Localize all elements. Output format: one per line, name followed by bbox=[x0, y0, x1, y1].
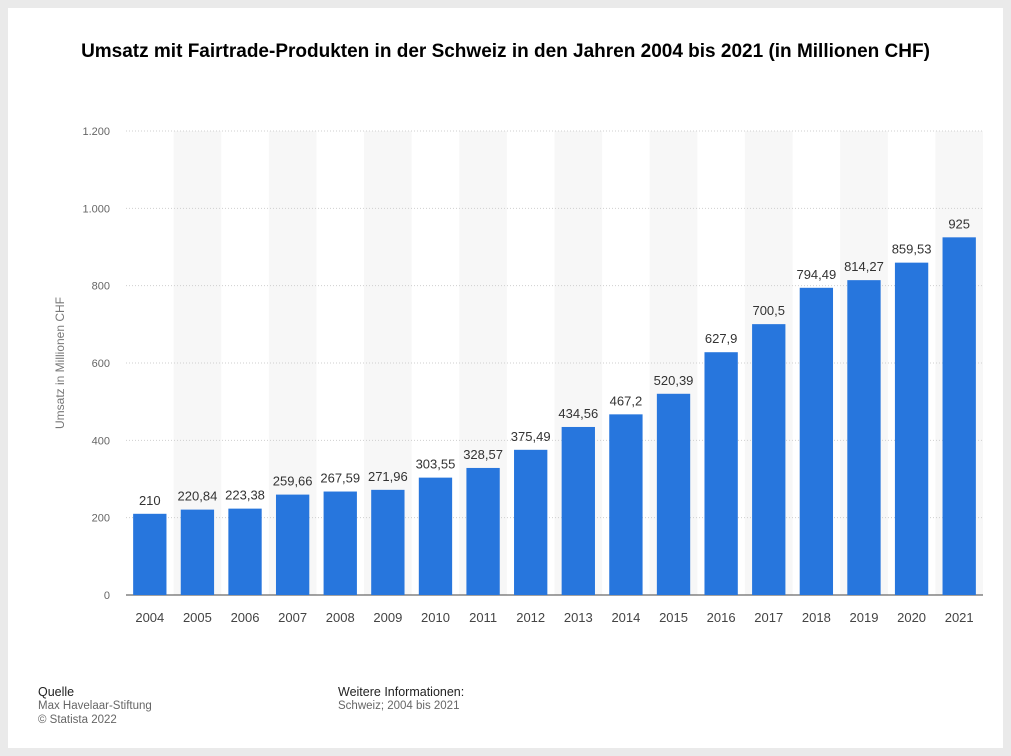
bar-2014 bbox=[609, 414, 643, 595]
data-label-2004: 210 bbox=[139, 493, 161, 508]
bar-2006 bbox=[228, 508, 262, 595]
x-tick-label-2008: 2008 bbox=[326, 610, 355, 625]
x-tick-label-2013: 2013 bbox=[564, 610, 593, 625]
bar-2018 bbox=[799, 287, 834, 595]
data-label-2019: 814,27 bbox=[844, 259, 884, 274]
x-tick-label-2021: 2021 bbox=[945, 610, 974, 625]
x-tick-label-2014: 2014 bbox=[611, 610, 640, 625]
data-label-2014: 467,2 bbox=[610, 393, 643, 408]
x-tick-label-2010: 2010 bbox=[421, 610, 450, 625]
info-text: Schweiz; 2004 bis 2021 bbox=[338, 700, 460, 712]
y-tick-label: 1.200 bbox=[82, 126, 110, 138]
bar-2020 bbox=[894, 262, 929, 595]
x-tick-label-2009: 2009 bbox=[373, 610, 402, 625]
y-tick-label: 0 bbox=[104, 590, 110, 602]
bar-2009 bbox=[371, 489, 405, 595]
bar-2021 bbox=[942, 237, 976, 596]
info-heading[interactable]: Weitere Informationen: bbox=[338, 685, 465, 699]
data-label-2016: 627,9 bbox=[705, 331, 738, 346]
y-tick-label: 600 bbox=[92, 358, 110, 370]
x-tick-label-2007: 2007 bbox=[278, 610, 307, 625]
data-label-2011: 328,57 bbox=[463, 447, 503, 462]
source-name[interactable]: Max Havelaar-Stiftung bbox=[38, 700, 152, 712]
x-tick-label-2020: 2020 bbox=[897, 610, 926, 625]
bar-2019 bbox=[847, 280, 881, 595]
bar-2015 bbox=[656, 393, 691, 595]
x-tick-label-2015: 2015 bbox=[659, 610, 688, 625]
y-tick-label: 1.000 bbox=[82, 203, 110, 215]
x-tick-label-2012: 2012 bbox=[516, 610, 545, 625]
data-label-2010: 303,55 bbox=[416, 457, 456, 472]
x-tick-label-2018: 2018 bbox=[802, 610, 831, 625]
x-tick-label-2006: 2006 bbox=[231, 610, 260, 625]
data-label-2008: 267,59 bbox=[320, 471, 360, 486]
y-tick-label: 800 bbox=[92, 281, 110, 293]
data-label-2017: 700,5 bbox=[752, 303, 785, 318]
bar-2013 bbox=[561, 426, 595, 595]
x-tick-label-2016: 2016 bbox=[707, 610, 736, 625]
x-tick-label-2005: 2005 bbox=[183, 610, 212, 625]
y-tick-label: 400 bbox=[92, 435, 110, 447]
data-label-2013: 434,56 bbox=[558, 406, 598, 421]
chart-card: Umsatz mit Fairtrade-Produkten in der Sc… bbox=[8, 8, 1003, 748]
bar-2016 bbox=[704, 352, 738, 595]
info-block: Weitere Informationen: Schweiz; 2004 bis… bbox=[338, 685, 464, 713]
copyright[interactable]: © Statista 2022 bbox=[38, 714, 117, 726]
data-label-2021: 925 bbox=[948, 216, 970, 231]
bar-2011 bbox=[466, 467, 500, 595]
chart-title: Umsatz mit Fairtrade-Produkten in der Sc… bbox=[81, 41, 930, 62]
bar-2012 bbox=[514, 449, 548, 595]
source-heading: Quelle bbox=[38, 685, 75, 699]
data-label-2012: 375,49 bbox=[511, 429, 551, 444]
x-tick-label-2019: 2019 bbox=[850, 610, 879, 625]
bar-2008 bbox=[323, 491, 357, 595]
data-label-2020: 859,53 bbox=[892, 242, 932, 257]
y-tick-label: 200 bbox=[92, 513, 110, 525]
source-block: Quelle Max Havelaar-Stiftung © Statista … bbox=[38, 685, 152, 727]
bar-2007 bbox=[275, 494, 310, 595]
data-label-2005: 220,84 bbox=[178, 489, 218, 504]
x-tick-label-2004: 2004 bbox=[135, 610, 164, 625]
bar-2004 bbox=[133, 513, 167, 595]
data-label-2007: 259,66 bbox=[273, 474, 313, 489]
bar-2017 bbox=[752, 324, 786, 595]
bar-2010 bbox=[418, 477, 453, 595]
bar-chart: 0 200 400 600 800 1.000 1.200 Umsatz in Million… bbox=[53, 126, 983, 625]
data-label-2015: 520,39 bbox=[654, 373, 694, 388]
x-tick-label-2011: 2011 bbox=[469, 610, 497, 625]
data-label-2006: 223,38 bbox=[225, 488, 265, 503]
data-label-2009: 271,96 bbox=[368, 469, 408, 484]
bar-2005 bbox=[180, 509, 215, 595]
y-axis-label: Umsatz in Millionen CHF bbox=[53, 297, 67, 429]
data-label-2018: 794,49 bbox=[796, 267, 836, 282]
x-tick-label-2017: 2017 bbox=[754, 610, 783, 625]
